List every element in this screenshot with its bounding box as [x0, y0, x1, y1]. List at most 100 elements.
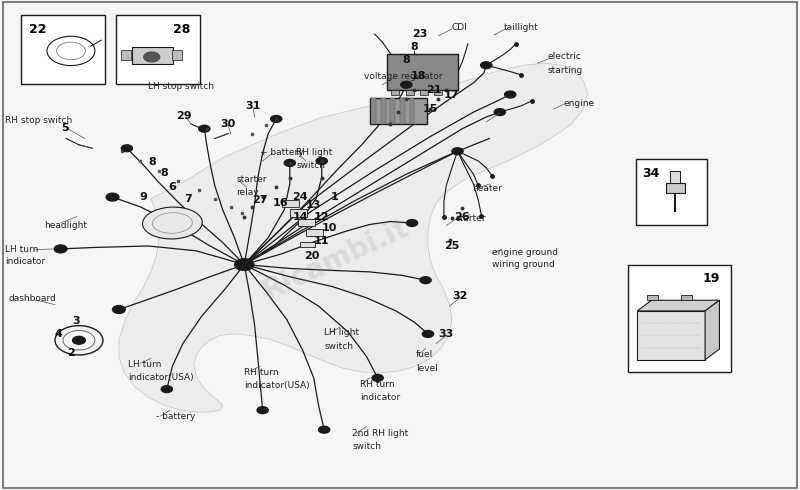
- Circle shape: [494, 109, 506, 116]
- Text: voltage regulator: voltage regulator: [364, 72, 442, 81]
- Circle shape: [106, 193, 119, 201]
- Text: 5: 5: [61, 122, 68, 133]
- Bar: [300, 242, 314, 247]
- Circle shape: [257, 407, 268, 414]
- Text: 17: 17: [444, 90, 460, 99]
- Bar: [173, 50, 182, 60]
- Text: relay: relay: [236, 188, 259, 196]
- Text: 19: 19: [702, 272, 719, 285]
- Text: 8: 8: [410, 42, 418, 52]
- Text: 10: 10: [322, 223, 338, 233]
- Bar: [670, 171, 680, 183]
- Text: starter: starter: [456, 214, 486, 222]
- Text: 25: 25: [444, 241, 459, 251]
- Bar: [117, 15, 200, 84]
- Bar: [410, 98, 414, 124]
- Text: 27: 27: [253, 195, 268, 205]
- Text: 20: 20: [305, 251, 320, 261]
- Bar: [635, 159, 707, 225]
- Bar: [628, 265, 731, 372]
- Text: taillight: taillight: [504, 23, 538, 32]
- Bar: [132, 47, 174, 64]
- Bar: [406, 90, 414, 96]
- Bar: [646, 295, 658, 300]
- Text: - battery: - battery: [157, 413, 196, 421]
- Text: 4: 4: [54, 329, 62, 339]
- Text: starter: starter: [236, 174, 266, 184]
- Circle shape: [73, 336, 86, 344]
- Circle shape: [284, 159, 295, 166]
- Text: switch: switch: [352, 442, 381, 451]
- Polygon shape: [637, 300, 719, 311]
- Text: heater: heater: [472, 184, 502, 194]
- Polygon shape: [119, 63, 588, 412]
- Circle shape: [505, 91, 516, 98]
- Circle shape: [270, 116, 282, 122]
- Circle shape: [420, 277, 431, 284]
- Bar: [371, 98, 376, 124]
- Text: 2: 2: [67, 348, 75, 359]
- Circle shape: [234, 259, 254, 270]
- Bar: [21, 15, 105, 84]
- Text: engine: engine: [564, 99, 595, 108]
- Text: 24: 24: [292, 192, 308, 202]
- Circle shape: [316, 158, 327, 164]
- Circle shape: [452, 148, 463, 155]
- Text: 11: 11: [314, 236, 330, 246]
- Text: 1: 1: [330, 192, 338, 202]
- Text: LH light: LH light: [324, 328, 359, 338]
- Polygon shape: [705, 300, 719, 360]
- Bar: [681, 295, 692, 300]
- Text: 14: 14: [292, 212, 308, 221]
- Circle shape: [162, 386, 172, 392]
- Text: 31: 31: [246, 101, 261, 111]
- Bar: [637, 311, 705, 360]
- Text: 34: 34: [642, 167, 659, 180]
- Text: 23: 23: [412, 29, 428, 39]
- Ellipse shape: [142, 207, 202, 239]
- Text: 28: 28: [174, 23, 190, 36]
- Bar: [387, 54, 458, 90]
- Text: indicator(USA): indicator(USA): [129, 373, 194, 382]
- Text: 33: 33: [438, 329, 454, 339]
- Bar: [391, 90, 399, 96]
- Text: LH turn: LH turn: [5, 245, 38, 254]
- Bar: [290, 209, 307, 217]
- Bar: [666, 183, 685, 193]
- Circle shape: [54, 245, 67, 253]
- Text: 26: 26: [454, 212, 470, 221]
- Text: 3: 3: [73, 316, 80, 326]
- Text: indicator(USA): indicator(USA): [244, 381, 310, 390]
- Text: 7: 7: [185, 194, 192, 203]
- Circle shape: [481, 62, 492, 69]
- Text: LH turn: LH turn: [129, 360, 162, 369]
- Bar: [122, 50, 131, 60]
- Text: RH stop switch: RH stop switch: [5, 116, 72, 125]
- Bar: [282, 199, 299, 207]
- Text: 8: 8: [161, 168, 168, 178]
- Text: starting: starting: [548, 66, 583, 74]
- Text: dashboard: dashboard: [9, 294, 57, 303]
- Bar: [420, 90, 428, 96]
- Bar: [306, 229, 323, 236]
- Text: 15: 15: [422, 104, 438, 114]
- Text: RH light: RH light: [296, 147, 333, 157]
- Bar: [370, 98, 427, 124]
- Circle shape: [198, 125, 210, 132]
- Text: 22: 22: [29, 23, 46, 36]
- Text: 29: 29: [177, 111, 192, 121]
- Text: 2nd RH light: 2nd RH light: [352, 429, 408, 438]
- Circle shape: [144, 52, 160, 62]
- Text: wiring ground: wiring ground: [492, 260, 554, 269]
- Text: 21: 21: [426, 85, 442, 95]
- Text: 9: 9: [139, 192, 146, 202]
- Text: 13: 13: [306, 200, 322, 210]
- Text: engine ground: engine ground: [492, 248, 558, 257]
- Bar: [298, 219, 315, 226]
- Text: 8: 8: [149, 157, 156, 167]
- Text: 32: 32: [452, 291, 467, 301]
- Text: + battery: + battery: [260, 147, 304, 157]
- Bar: [381, 98, 386, 124]
- Text: headlight: headlight: [45, 221, 88, 230]
- Text: level: level: [416, 364, 438, 372]
